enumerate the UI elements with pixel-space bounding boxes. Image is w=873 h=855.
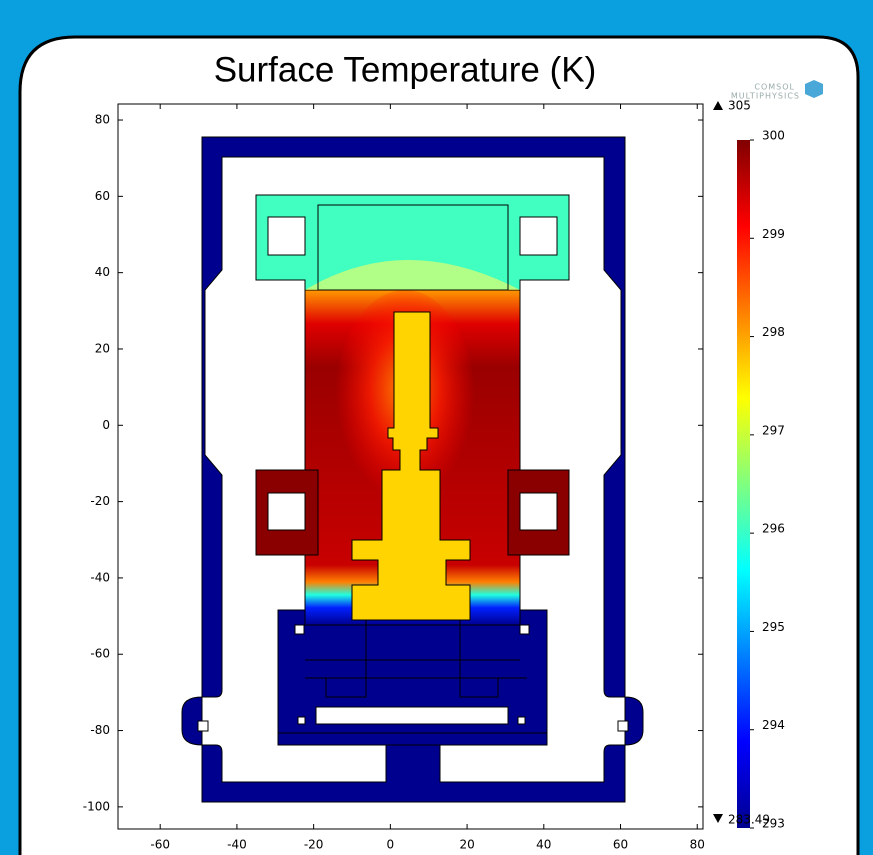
- y-tick-label: -60: [90, 647, 110, 661]
- logo-text: COMSOL: [754, 83, 795, 92]
- x-tick-label: 60: [613, 838, 628, 852]
- x-tick-label: 40: [536, 838, 551, 852]
- colorbar-tick-label: 294: [762, 718, 785, 732]
- y-tick-label: 0: [102, 418, 110, 432]
- colorbar-tick-label: 300: [762, 129, 785, 143]
- y-tick-label: -20: [90, 494, 110, 508]
- y-tick-label: 80: [95, 113, 110, 127]
- geometry: [118, 104, 703, 829]
- x-tick-label: 80: [690, 838, 705, 852]
- page: Surface Temperature (K) COMSOL MULTIPHYS…: [0, 0, 873, 855]
- y-tick-label: -100: [83, 799, 110, 813]
- colorbar-tick-label: 295: [762, 620, 785, 634]
- colorbar-tick-label: 296: [762, 522, 785, 536]
- colorbar-tick-label: 298: [762, 325, 785, 339]
- y-tick-label: 20: [95, 341, 110, 355]
- y-tick-label: -80: [90, 723, 110, 737]
- x-tick-label: 20: [459, 838, 474, 852]
- y-tick-label: -40: [90, 570, 110, 584]
- colorbar-tick-label: 297: [762, 423, 785, 437]
- x-tick-label: -20: [304, 838, 324, 852]
- colorbar-tick-label: 293: [762, 817, 785, 831]
- x-tick-label: -60: [150, 838, 170, 852]
- y-tick-label: 60: [95, 189, 110, 203]
- x-tick-label: 0: [387, 838, 395, 852]
- max-label: 305: [728, 99, 751, 113]
- x-tick-label: -40: [227, 838, 247, 852]
- colorbar: [737, 140, 750, 828]
- colorbar-tick-label: 299: [762, 227, 785, 241]
- y-tick-label: 40: [95, 265, 110, 279]
- chart-title: Surface Temperature (K): [214, 50, 597, 89]
- chart: Surface Temperature (K) COMSOL MULTIPHYS…: [0, 0, 873, 855]
